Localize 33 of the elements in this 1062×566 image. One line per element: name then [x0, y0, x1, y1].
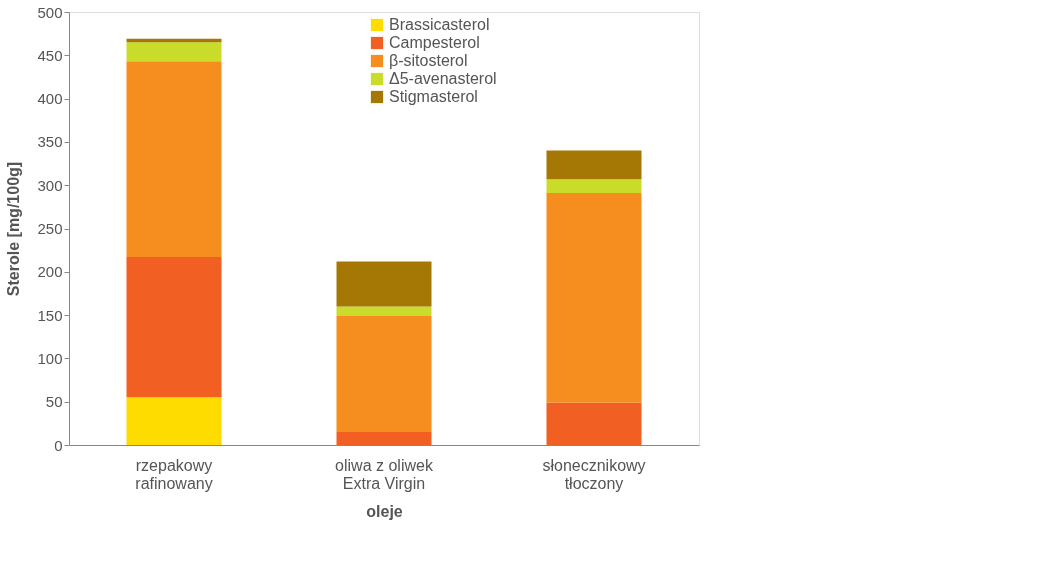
bar	[546, 192, 642, 403]
legend-label: Δ5-avenasterol	[389, 70, 497, 87]
bar	[336, 315, 432, 432]
x-axis-title: oleje	[366, 502, 403, 520]
bar	[336, 306, 432, 316]
bar	[336, 431, 432, 445]
legend-label: Stigmasterol	[389, 88, 478, 105]
y-tick-label: 100	[37, 349, 63, 367]
legend-label: Campesterol	[389, 34, 480, 51]
y-tick-label: 50	[45, 393, 63, 411]
y-tick-label: 400	[37, 90, 63, 108]
bar	[126, 397, 222, 445]
bar	[546, 402, 642, 445]
x-tick-label: oliwa z oliwek Extra Virgin	[335, 456, 434, 492]
y-tick-label: 250	[37, 220, 63, 237]
bar	[126, 61, 222, 258]
bar	[336, 261, 432, 307]
legend-label: β-sitosterol	[389, 52, 468, 69]
y-axis-title: Sterole [mg/100g]	[5, 161, 23, 297]
bar	[546, 150, 642, 180]
bar	[126, 257, 222, 398]
y-tick-label: 150	[37, 306, 63, 324]
bar	[126, 42, 222, 62]
legend-label: Brassicasterol	[389, 16, 490, 33]
y-tick-label: 450	[37, 46, 63, 64]
y-tick-label: 0	[54, 436, 63, 454]
y-tick-label: 500	[37, 3, 63, 21]
y-tick-label: 350	[37, 133, 63, 151]
x-tick-label: słonecznikowy tłoczony	[542, 456, 646, 492]
bar	[546, 179, 642, 193]
y-tick-label: 300	[37, 176, 63, 194]
y-tick-label: 200	[37, 263, 63, 281]
x-tick-label: rzepakowy rafinowany	[135, 456, 213, 492]
